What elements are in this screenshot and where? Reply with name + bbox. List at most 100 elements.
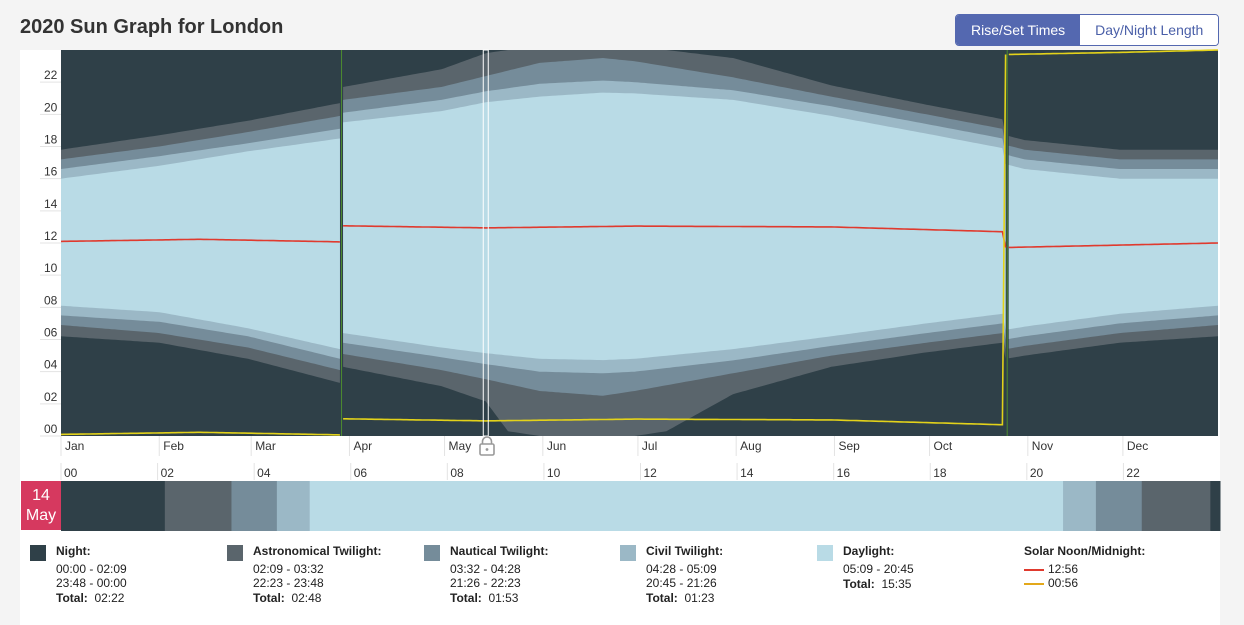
legend-total-label: Total: <box>253 591 285 605</box>
month-label: Jul <box>642 439 657 453</box>
solar-noon-line <box>1008 242 1219 249</box>
hour-label: 20 <box>1030 466 1044 480</box>
day-segment-night <box>61 481 166 531</box>
legend: Night: 00:00 - 02:09 23:48 - 00:00 Total… <box>30 544 1220 614</box>
legend-total: 01:53 <box>488 591 519 605</box>
hour-label: 12 <box>644 466 658 480</box>
y-axis: 00 02 04 06 08 10 12 14 16 18 20 22 <box>40 68 61 437</box>
legend-range: 04:28 - 05:09 <box>646 562 717 576</box>
solar-noon-line <box>60 238 340 243</box>
legend-title: Nautical Twilight: <box>450 544 549 558</box>
month-label: Sep <box>838 439 860 453</box>
hour-label: 18 <box>933 466 947 480</box>
solar-midnight-line <box>343 54 1007 426</box>
night-swatch <box>30 545 46 561</box>
daylight-swatch <box>817 545 833 561</box>
hour-label: 02 <box>161 466 175 480</box>
day-segment-night <box>1210 481 1221 531</box>
y-tick-label: 14 <box>44 197 58 211</box>
selected-date-badge: 14 May <box>21 481 61 530</box>
day-segment-civil <box>276 481 311 531</box>
solar-midnight-time: 00:56 <box>1048 576 1079 590</box>
solar-noon-line <box>1024 568 1044 571</box>
hour-label: 06 <box>354 466 368 480</box>
y-tick-label: 20 <box>44 100 58 114</box>
day-segment-civil <box>1063 481 1097 531</box>
month-label: Dec <box>1127 439 1148 453</box>
band-daylight <box>61 138 340 350</box>
legend-total-label: Total: <box>646 591 678 605</box>
legend-range: 20:45 - 21:26 <box>646 576 717 590</box>
day-night-length-button[interactable]: Day/Night Length <box>1080 15 1219 45</box>
month-label: Jun <box>547 439 566 453</box>
day-segment-nautical <box>231 481 278 531</box>
legend-total: 02:22 <box>94 591 125 605</box>
legend-range: 22:23 - 23:48 <box>253 576 324 590</box>
legend-title: Night: <box>56 544 91 558</box>
x-axis: Jan Feb Mar Apr May Jun Jul Aug Sep Oct Nov Dec <box>60 436 1148 456</box>
month-label: Jan <box>65 439 84 453</box>
legend-total: 15:35 <box>881 577 912 591</box>
legend-title: Daylight: <box>843 544 895 558</box>
y-tick-label: 16 <box>44 165 58 179</box>
y-tick-label: 00 <box>44 422 58 436</box>
y-tick-label: 08 <box>44 293 58 307</box>
legend-title: Civil Twilight: <box>646 544 724 558</box>
hour-label: 00 <box>64 466 78 480</box>
astronomical-swatch <box>227 545 243 561</box>
solar-midnight-line <box>1024 582 1044 585</box>
hour-label: 22 <box>1126 466 1140 480</box>
lock-icon[interactable] <box>479 436 495 456</box>
selected-day: 14 <box>32 487 50 504</box>
month-label: May <box>449 439 472 453</box>
legend-total: 02:48 <box>291 591 322 605</box>
hour-label: 14 <box>740 466 754 480</box>
legend-range: 21:26 - 22:23 <box>450 576 521 590</box>
month-label: Aug <box>740 439 761 453</box>
twilight-bands <box>61 50 1218 436</box>
legend-total-label: Total: <box>843 577 875 591</box>
y-tick-label: 12 <box>44 229 58 243</box>
hour-label: 08 <box>450 466 464 480</box>
solar-noon-line <box>343 225 1007 248</box>
legend-total: 01:23 <box>684 591 715 605</box>
month-label: Feb <box>163 439 184 453</box>
y-tick-label: 10 <box>44 261 58 275</box>
solar-midnight-line <box>60 431 340 436</box>
day-segment-nautical <box>1095 481 1143 531</box>
month-label: Oct <box>934 439 953 453</box>
view-toggle: Rise/Set Times Day/Night Length <box>955 14 1220 46</box>
page-title: 2020 Sun Graph for London <box>20 16 284 38</box>
solar-midnight-line <box>1008 49 1219 56</box>
legend-range: 23:48 - 00:00 <box>56 576 127 590</box>
markers <box>341 49 1008 437</box>
day-segment-astronomical <box>164 481 232 531</box>
legend-range: 02:09 - 03:32 <box>253 562 324 576</box>
legend-range: 03:32 - 04:28 <box>450 562 521 576</box>
hour-label: 10 <box>547 466 561 480</box>
legend-title: Solar Noon/Midnight: <box>1024 544 1146 558</box>
y-tick-label: 02 <box>44 390 58 404</box>
y-tick-label: 06 <box>44 326 58 340</box>
y-tick-label: 22 <box>44 68 58 82</box>
hour-label: 04 <box>257 466 271 480</box>
solar-lines <box>60 49 1219 436</box>
day-segment-daylight <box>309 481 1064 531</box>
civil-swatch <box>620 545 636 561</box>
selected-month: May <box>25 507 57 524</box>
sun-graph-chart[interactable]: 00 02 04 06 08 10 12 14 16 18 20 22 Jan Feb Mar Apr May… <box>0 0 1244 540</box>
hour-label: 16 <box>837 466 851 480</box>
month-label: Mar <box>255 439 276 453</box>
solar-noon-time: 12:56 <box>1048 562 1079 576</box>
y-tick-label: 18 <box>44 133 58 147</box>
month-label: Nov <box>1032 439 1053 453</box>
rise-set-times-button[interactable]: Rise/Set Times <box>956 15 1081 45</box>
band-daylight <box>1008 165 1218 330</box>
hour-axis: 00 02 04 06 08 10 12 14 16 18 20 22 <box>60 463 1140 480</box>
legend-range: 05:09 - 20:45 <box>843 562 914 576</box>
day-timeline-bar[interactable] <box>61 481 1221 531</box>
legend-range: 00:00 - 02:09 <box>56 562 127 576</box>
day-segment-astronomical <box>1141 481 1211 531</box>
y-tick-label: 04 <box>44 358 58 372</box>
selected-day-marker <box>482 49 489 437</box>
